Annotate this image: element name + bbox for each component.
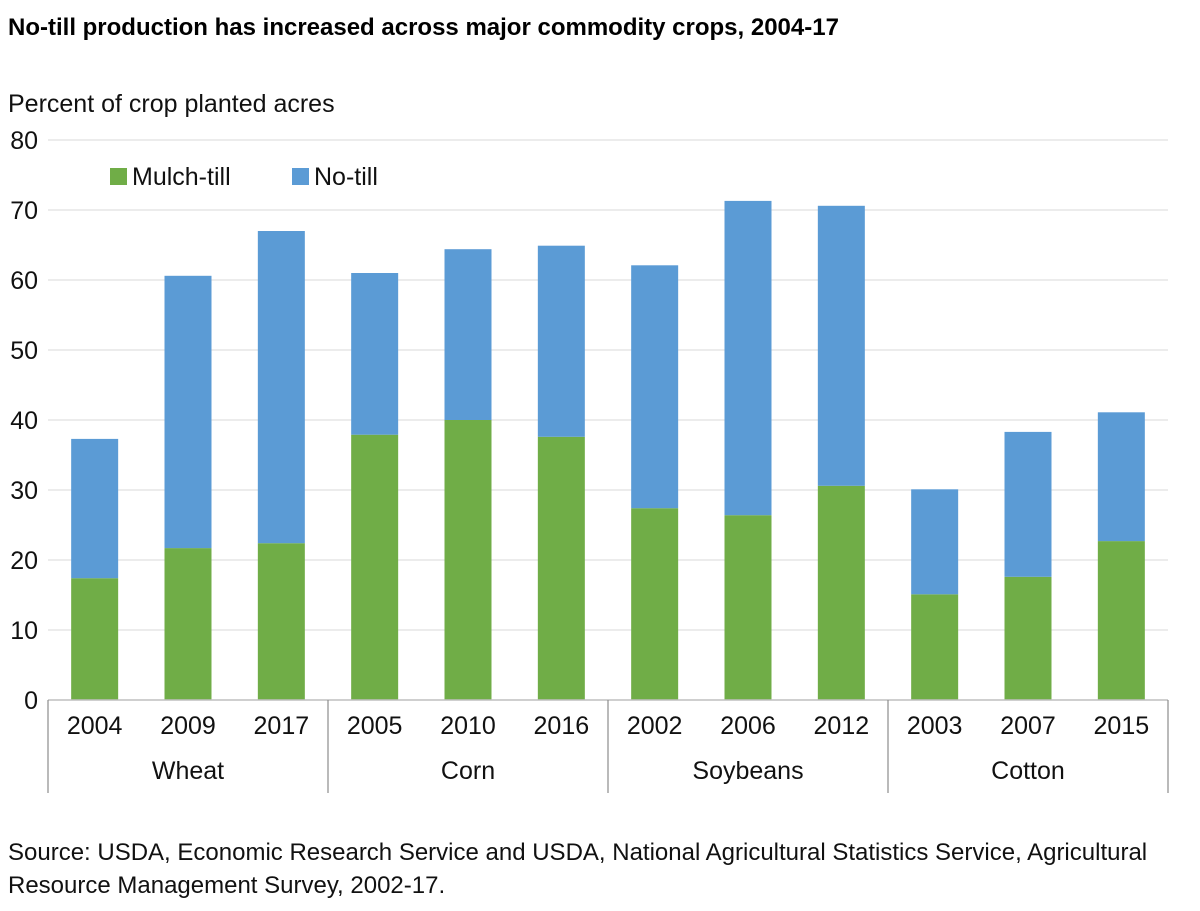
- bar-mulch-till-2017: [257, 543, 305, 700]
- bar-mulch-till-2006: [724, 515, 772, 700]
- y-tick-label: 30: [10, 477, 38, 505]
- bar-no-till-2005: [351, 273, 399, 435]
- bar-mulch-till-2004: [71, 578, 119, 700]
- legend-label: No-till: [314, 163, 378, 191]
- bar-no-till-2006: [724, 200, 772, 516]
- y-tick-label: 10: [10, 617, 38, 645]
- y-tick-label: 20: [10, 547, 38, 575]
- x-tick-label: 2003: [907, 712, 963, 740]
- y-tick-label: 70: [10, 197, 38, 225]
- bar-mulch-till-2003: [911, 594, 959, 700]
- bar-no-till-2007: [1004, 431, 1052, 577]
- bar-no-till-2010: [444, 249, 492, 420]
- legend-label: Mulch-till: [132, 163, 231, 191]
- x-tick-label: 2004: [67, 712, 123, 740]
- bar-mulch-till-2015: [1097, 541, 1145, 700]
- x-tick-label: 2005: [347, 712, 403, 740]
- source-note: Source: USDA, Economic Research Service …: [8, 839, 1148, 899]
- x-tick-label: 2016: [534, 712, 590, 740]
- y-tick-label: 40: [10, 407, 38, 435]
- bar-no-till-2016: [537, 245, 585, 437]
- x-tick-label: 2010: [440, 712, 496, 740]
- x-tick-label: 2017: [254, 712, 310, 740]
- bar-mulch-till-2012: [817, 485, 865, 700]
- y-tick-label: 50: [10, 337, 38, 365]
- bar-mulch-till-2010: [444, 420, 492, 700]
- chart-title: No-till production has increased across …: [8, 14, 839, 41]
- bar-no-till-2004: [71, 438, 119, 579]
- y-tick-label: 60: [10, 267, 38, 295]
- x-tick-label: 2007: [1000, 712, 1056, 740]
- x-tick-label: 2015: [1094, 712, 1150, 740]
- bar-mulch-till-2002: [631, 508, 679, 700]
- x-tick-label: 2009: [160, 712, 216, 740]
- bar-no-till-2009: [164, 275, 212, 549]
- x-tick-label: 2012: [814, 712, 870, 740]
- x-tick-label: 2002: [627, 712, 683, 740]
- bar-mulch-till-2005: [351, 434, 399, 700]
- bar-no-till-2002: [631, 265, 679, 509]
- bar-mulch-till-2009: [164, 548, 212, 700]
- group-label: Cotton: [991, 757, 1065, 785]
- bar-mulch-till-2007: [1004, 576, 1052, 700]
- y-tick-label: 0: [24, 687, 38, 715]
- bar-no-till-2017: [257, 231, 305, 544]
- bar-no-till-2015: [1097, 412, 1145, 542]
- legend-swatch-no-till: [292, 168, 309, 185]
- y-axis-label: Percent of crop planted acres: [8, 90, 335, 118]
- x-tick-label: 2006: [720, 712, 776, 740]
- bar-no-till-2003: [911, 489, 959, 595]
- legend-swatch-mulch-till: [110, 168, 127, 185]
- group-label: Soybeans: [692, 757, 803, 785]
- bar-no-till-2012: [817, 205, 865, 486]
- group-label: Wheat: [152, 757, 224, 785]
- bar-mulch-till-2016: [537, 436, 585, 700]
- y-tick-label: 80: [10, 127, 38, 155]
- group-label: Corn: [441, 757, 495, 785]
